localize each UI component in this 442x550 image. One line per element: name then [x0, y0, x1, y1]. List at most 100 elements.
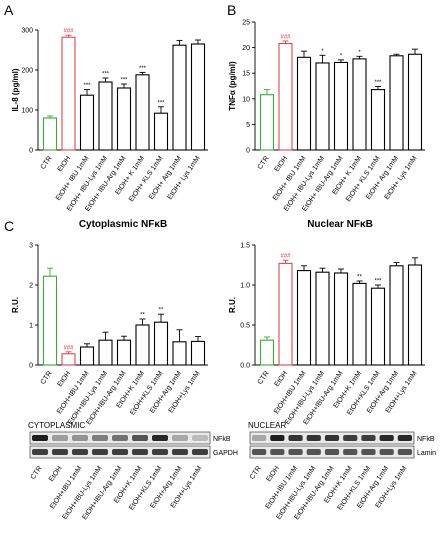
blot-lane-label-nuc: EtOH	[265, 465, 281, 483]
blot-lane-label-cyto: EtOH	[48, 465, 64, 483]
blot-band-nuc	[343, 435, 358, 441]
blot-band-cyto	[172, 435, 188, 441]
chart-title-c2: Nuclear NFκB	[307, 219, 373, 230]
bar-b	[352, 58, 367, 151]
bar-c2	[296, 270, 312, 366]
blot-band-nuc	[270, 449, 285, 455]
blot-band-nuc	[252, 449, 267, 455]
blot-band-nuc	[288, 449, 303, 455]
y-tick-label-b: 5	[246, 122, 250, 129]
y-tick-label-c2: 0.5	[240, 323, 250, 330]
bar-a	[116, 87, 132, 151]
blot-band-nuc	[252, 435, 267, 441]
blot-band-cyto	[112, 449, 128, 455]
blot-band-nuc	[379, 449, 394, 455]
blot-band-label-nuc: Lamin	[417, 450, 436, 457]
significance-label-a: ***	[102, 72, 110, 78]
y-tick-label-c2: 1.5	[240, 243, 250, 250]
y-axis-label-a: IL-8 (pg/ml)	[11, 68, 20, 111]
bar-c1	[79, 346, 95, 366]
blot-lane-label-cyto: CTR	[30, 465, 44, 481]
blot-band-cyto	[152, 435, 168, 441]
blot-band-nuc	[288, 435, 303, 441]
significance-label-c2: ###	[280, 254, 291, 260]
significance-label-b: ***	[374, 80, 382, 86]
y-axis-label-b: TNFα (pg/ml)	[228, 61, 237, 111]
significance-label-a: ***	[139, 66, 147, 72]
bar-b	[333, 61, 349, 151]
bar-a	[172, 44, 187, 151]
bar-c1	[135, 324, 150, 366]
bar-c1	[42, 275, 58, 366]
x-tick-label-b: EtOH+ KLS 1mM	[345, 155, 382, 203]
blot-band-cyto	[192, 435, 208, 441]
y-axis-label-c2: R.U.	[228, 297, 237, 313]
y-tick-label-c1: 3	[29, 243, 33, 250]
significance-label-a: ***	[157, 100, 165, 106]
y-tick-label-b: 0	[246, 148, 250, 155]
significance-label-a: ###	[63, 29, 74, 35]
bar-c1	[98, 339, 113, 366]
bar-b	[407, 53, 423, 151]
significance-label-b: *	[321, 49, 324, 55]
blot-band-nuc	[343, 449, 358, 455]
blot-band-cyto	[32, 449, 48, 455]
blot-lane-label-nuc: CTR	[249, 465, 263, 481]
blot-band-nuc	[361, 435, 376, 441]
blot-band-nuc	[306, 435, 321, 441]
blot-band-cyto	[72, 449, 88, 455]
bar-a	[190, 43, 206, 151]
blot-band-cyto	[52, 435, 68, 441]
chart-title-c1: Cytoplasmic NFκB	[79, 219, 167, 230]
blot-band-label-cyto: NFkB	[213, 436, 231, 443]
significance-label-b: ###	[280, 34, 291, 40]
blot-band-nuc	[324, 449, 340, 455]
bar-c2	[407, 264, 423, 366]
significance-label-c2: ***	[374, 279, 382, 285]
blot-band-cyto	[92, 449, 108, 455]
x-tick-label-a: EtOH+ KLS 1mM	[128, 155, 165, 203]
blot-band-nuc	[397, 435, 412, 441]
x-tick-label-a: CTR	[40, 155, 54, 171]
y-tick-label-b: 25	[242, 20, 250, 27]
bar-c2	[389, 265, 404, 366]
significance-label-c1: ###	[63, 345, 74, 351]
x-tick-label-b: EtOH	[274, 155, 290, 173]
blot-band-nuc	[379, 435, 394, 441]
bar-a	[135, 74, 150, 151]
bar-c2	[315, 271, 330, 366]
bar-c1	[61, 353, 76, 366]
bar-c1	[172, 341, 187, 366]
bar-c2	[259, 339, 275, 366]
blot-band-cyto	[52, 449, 68, 455]
y-axis-label-c1: R.U.	[11, 297, 20, 313]
blot-band-cyto	[192, 449, 208, 455]
bar-b	[315, 62, 330, 151]
x-tick-label-a: EtOH+ IBU 1mM	[55, 155, 91, 202]
y-tick-label-a: 0	[29, 148, 33, 155]
bar-c2	[370, 287, 386, 366]
x-tick-label-a: EtOH	[57, 155, 73, 173]
blot-band-cyto	[132, 435, 148, 441]
y-tick-label-c2: 0.0	[240, 363, 250, 370]
y-tick-label-a: 100	[21, 108, 33, 115]
blot-band-cyto	[112, 435, 128, 441]
significance-label-a: ***	[120, 78, 128, 84]
y-tick-label-c1: 2	[29, 283, 33, 290]
bar-a	[42, 117, 58, 151]
bar-b	[389, 55, 404, 151]
blot-band-label-nuc: NFkB	[417, 436, 435, 443]
bar-c2	[333, 272, 349, 366]
blot-band-nuc	[306, 449, 321, 455]
bar-a	[98, 81, 113, 151]
bar-b	[259, 94, 275, 151]
bar-b	[370, 89, 386, 151]
bar-c1	[116, 339, 132, 366]
x-tick-label-c1: EtOH	[57, 370, 73, 388]
blot-title-cyto: CYTOPLASMIC	[28, 421, 85, 430]
bar-a	[153, 112, 169, 151]
blot-band-nuc	[270, 435, 285, 441]
significance-label-b: *	[340, 53, 343, 59]
x-tick-label-c1: CTR	[40, 370, 54, 386]
